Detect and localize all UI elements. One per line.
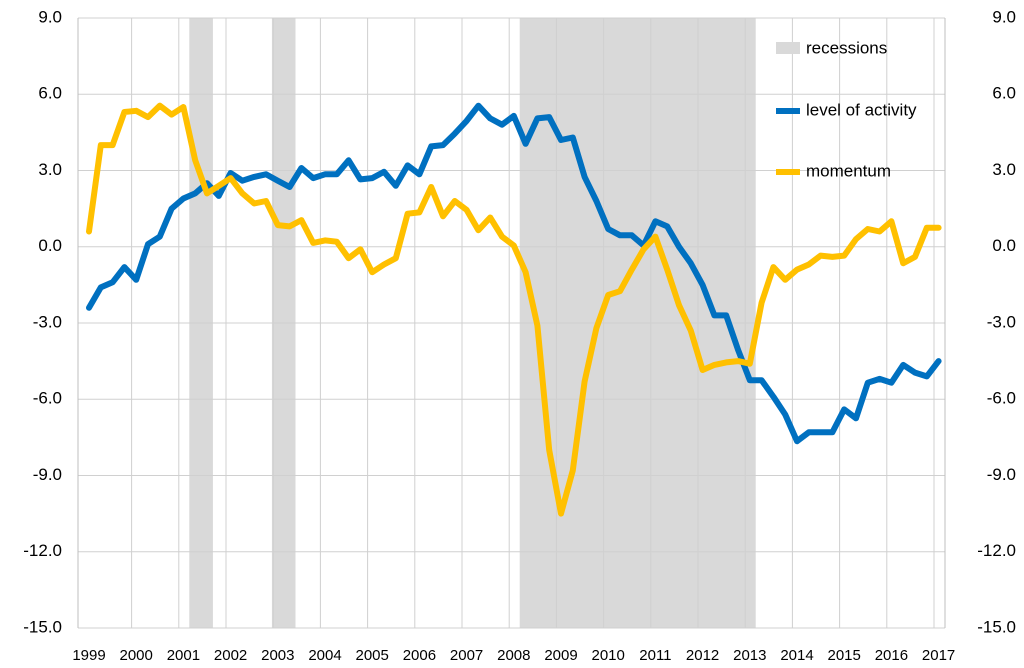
series-line [86, 102, 942, 445]
y-tick-label: 9.0 [38, 7, 62, 26]
legend-label: momentum [806, 161, 891, 180]
x-tick-label: 2013 [733, 647, 766, 664]
legend-label: level of activity [806, 100, 917, 119]
x-tick-label: 2010 [592, 647, 625, 664]
x-tick-label: 2003 [261, 647, 294, 664]
x-tick-label: 1999 [72, 647, 105, 664]
y-tick-label: -3.0 [33, 312, 62, 331]
y-tick-label: 3.0 [38, 160, 62, 179]
y2-tick-label: 0.0 [992, 236, 1016, 255]
x-tick-label: 2007 [450, 647, 483, 664]
legend-label: recessions [806, 38, 887, 57]
y-tick-label: 0.0 [38, 236, 62, 255]
y2-tick-label: -15.0 [977, 617, 1016, 636]
x-tick-label: 2014 [780, 647, 813, 664]
x-tick-label: 2001 [167, 647, 200, 664]
y2-tick-label: 3.0 [992, 160, 1016, 179]
x-tick-label: 2016 [875, 647, 908, 664]
y-tick-label: 6.0 [38, 84, 62, 103]
y2-tick-label: -9.0 [987, 465, 1016, 484]
x-tick-label: 2000 [120, 647, 153, 664]
legend-swatch [776, 42, 800, 54]
x-tick-label: 2011 [639, 647, 671, 664]
x-tick-label: 2015 [828, 647, 861, 664]
x-tick-label: 2006 [403, 647, 436, 664]
y-tick-label: -6.0 [33, 389, 62, 408]
y-tick-label: -9.0 [33, 465, 62, 484]
y-tick-label: -15.0 [23, 617, 62, 636]
x-tick-label: 2009 [544, 647, 577, 664]
x-tick-label: 2008 [497, 647, 530, 664]
y2-tick-label: -12.0 [977, 541, 1016, 560]
x-tick-label: 2005 [356, 647, 389, 664]
y-tick-label: -12.0 [23, 541, 62, 560]
x-tick-label: 2017 [922, 647, 955, 664]
x-tick-label: 2002 [214, 647, 247, 664]
y2-tick-label: -6.0 [987, 389, 1016, 408]
y2-tick-label: -3.0 [987, 312, 1016, 331]
y2-tick-label: 6.0 [992, 84, 1016, 103]
series-line [86, 102, 942, 517]
x-tick-label: 2012 [686, 647, 719, 664]
y2-tick-label: 9.0 [992, 7, 1016, 26]
x-tick-label: 2004 [308, 647, 341, 664]
